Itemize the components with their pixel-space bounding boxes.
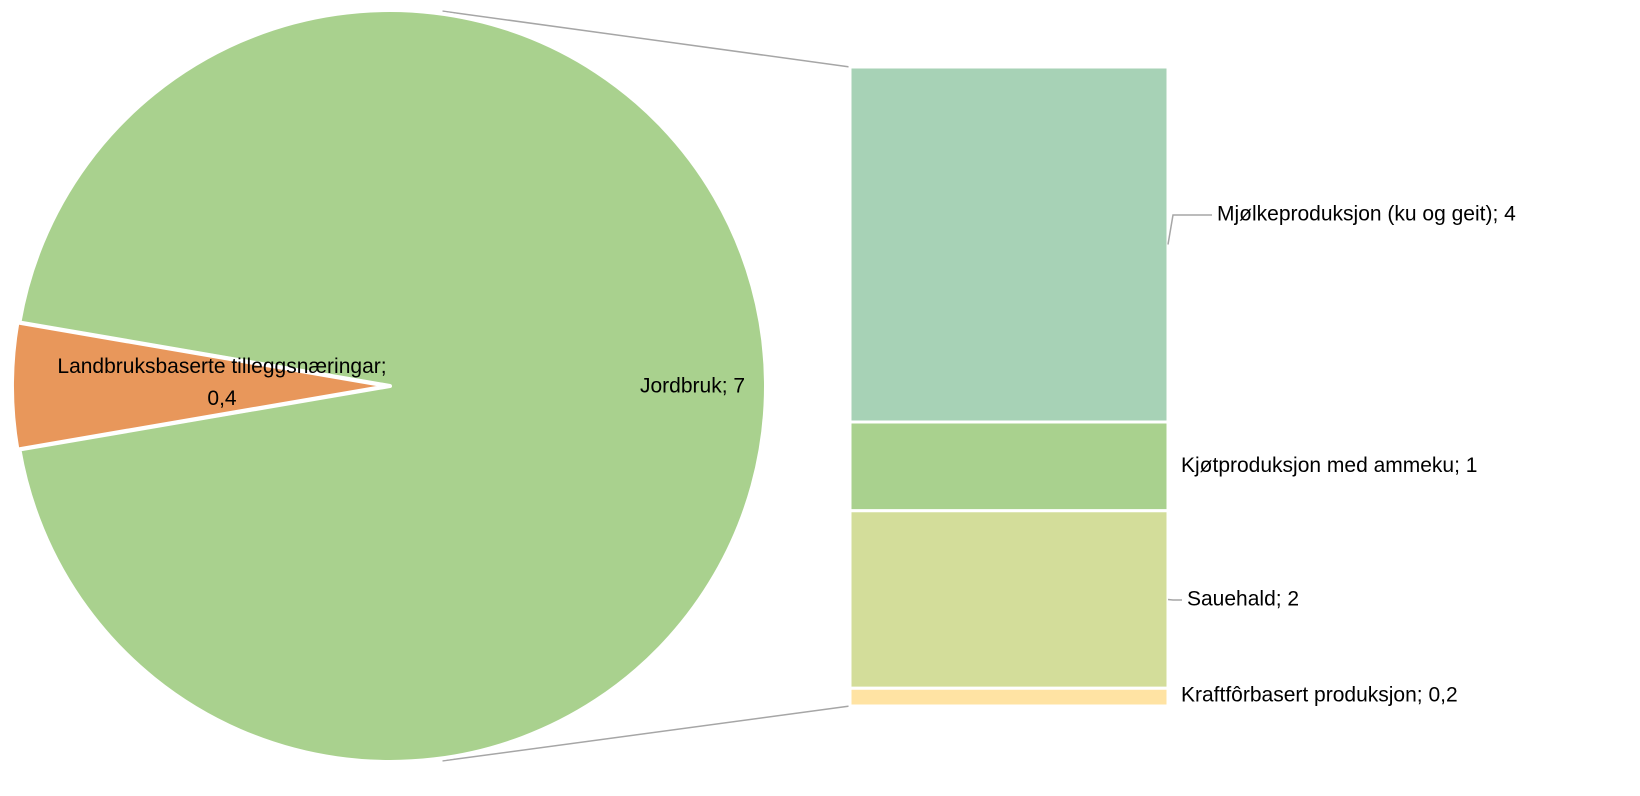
data-label-landbruksbaserte-tilleggsnaeringar: Landbruksbaserte tilleggsnæringar; 0,4 [57, 355, 386, 410]
bar-segment-kjotproduksjon-med-ammeku [848, 420, 1170, 513]
bar-segment-kraftforbasert-produksjon [848, 686, 1170, 708]
stacked-bar [848, 65, 1170, 708]
connector-lines [442, 10, 851, 762]
data-label-jordbruk: Jordbruk; 7 [640, 375, 745, 398]
pie-slice-jordbruk [17, 8, 768, 764]
pie-slice-landbruksbaserte-tilleggsnaeringar [10, 320, 390, 452]
bar-segment-sauehald [848, 509, 1170, 690]
bar-segment-mjolkeproduksjon-ku-og-geit [848, 65, 1170, 424]
data-label-sauehald: Sauehald; 2 [1187, 588, 1299, 611]
connector-line-bottom [442, 705, 851, 762]
data-label-kjotproduksjon-med-ammeku: Kjøtproduksjon med ammeku; 1 [1181, 454, 1477, 477]
pie [10, 8, 768, 764]
connector-line-top [442, 10, 851, 68]
data-label-mjolkeproduksjon-ku-og-geit: Mjølkeproduksjon (ku og geit); 4 [1217, 203, 1516, 226]
leader-line-sauehald [1167, 598, 1182, 601]
data-labels: Jordbruk; 7 Landbruksbaserte tilleggsnæri… [57, 203, 1516, 707]
leader-line-mjolkeproduksjon-ku-og-geit [1167, 214, 1212, 245]
data-label-kraftforbasert-produksjon: Kraftfôrbasert produksjon; 0,2 [1181, 684, 1458, 707]
